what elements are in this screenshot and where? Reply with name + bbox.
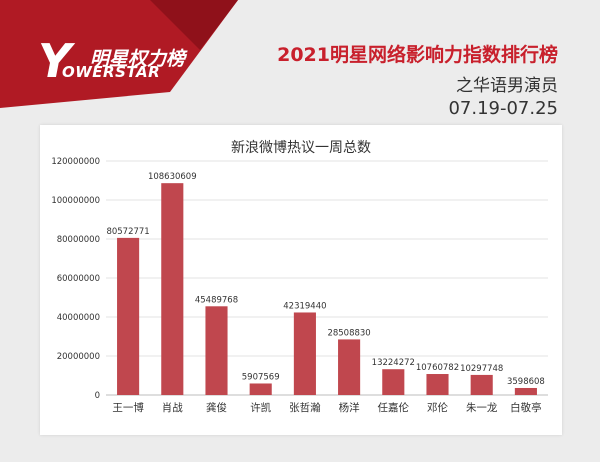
bar: [249, 383, 272, 395]
bar: [117, 237, 140, 395]
logo-initial: Y: [38, 34, 72, 88]
y-tick-label: 40000000: [57, 313, 100, 323]
date-range: 07.19-07.25: [448, 98, 558, 119]
bar-chart: 新浪微博热议一周总数 0 20000000 40000000 60000000 8000…: [51, 139, 548, 414]
y-tick-label: 120000000: [51, 157, 100, 167]
header-titles: 2021明星网络影响力指数排行榜 之华语男演员 07.19-07.25: [277, 40, 558, 119]
bar-value-label: 5907569: [242, 372, 280, 382]
bar-value-label: 80572771: [106, 227, 149, 237]
x-tick-label: 肖战: [162, 401, 183, 414]
bar-value-label: 28508830: [327, 328, 370, 338]
bar: [426, 374, 449, 395]
x-tick-label: 许凯: [250, 401, 271, 414]
bar-value-label: 10760782: [416, 363, 459, 373]
bar: [161, 183, 184, 395]
y-tick-label: 100000000: [51, 196, 100, 206]
x-tick-label: 杨洋: [339, 401, 360, 414]
y-tick-label: 80000000: [57, 235, 100, 245]
header-banner: [0, 0, 238, 108]
bar-value-label: 3598608: [507, 377, 545, 387]
chart-card: 新浪微博热议一周总数 0 20000000 40000000 60000000 8000…: [40, 125, 562, 435]
x-tick-label: 邓伦: [427, 401, 448, 414]
page-subtitle: 之华语男演员: [456, 76, 558, 96]
y-tick-label: 20000000: [57, 352, 100, 362]
bar: [205, 306, 228, 395]
x-tick-label: 白敬亭: [510, 401, 542, 414]
y-tick-label: 60000000: [57, 274, 100, 284]
bar: [514, 387, 537, 395]
bar-value-label: 42319440: [283, 301, 326, 311]
page-title: 2021明星网络影响力指数排行榜: [277, 44, 558, 66]
bar: [338, 339, 361, 395]
bar-value-label: 10297748: [460, 364, 503, 374]
bar-value-label: 108630609: [148, 172, 197, 182]
logo-english-text: OWERSTAR: [62, 63, 161, 81]
bar: [293, 312, 316, 395]
x-tick-label: 朱一龙: [466, 401, 498, 414]
logo-chinese-text: 明星权力榜: [90, 48, 186, 70]
chart-title: 新浪微博热议一周总数: [231, 139, 371, 156]
bar-value-label: 45489768: [195, 295, 238, 305]
bar: [470, 374, 493, 395]
x-tick-label: 龚俊: [206, 401, 227, 414]
bar-value-label: 13224272: [372, 358, 415, 368]
bar: [382, 369, 405, 395]
y-tick-label: 0: [95, 391, 100, 401]
x-tick-label: 王一博: [112, 401, 144, 414]
x-tick-label: 张哲瀚: [289, 401, 321, 414]
x-tick-label: 任嘉伦: [378, 401, 410, 414]
